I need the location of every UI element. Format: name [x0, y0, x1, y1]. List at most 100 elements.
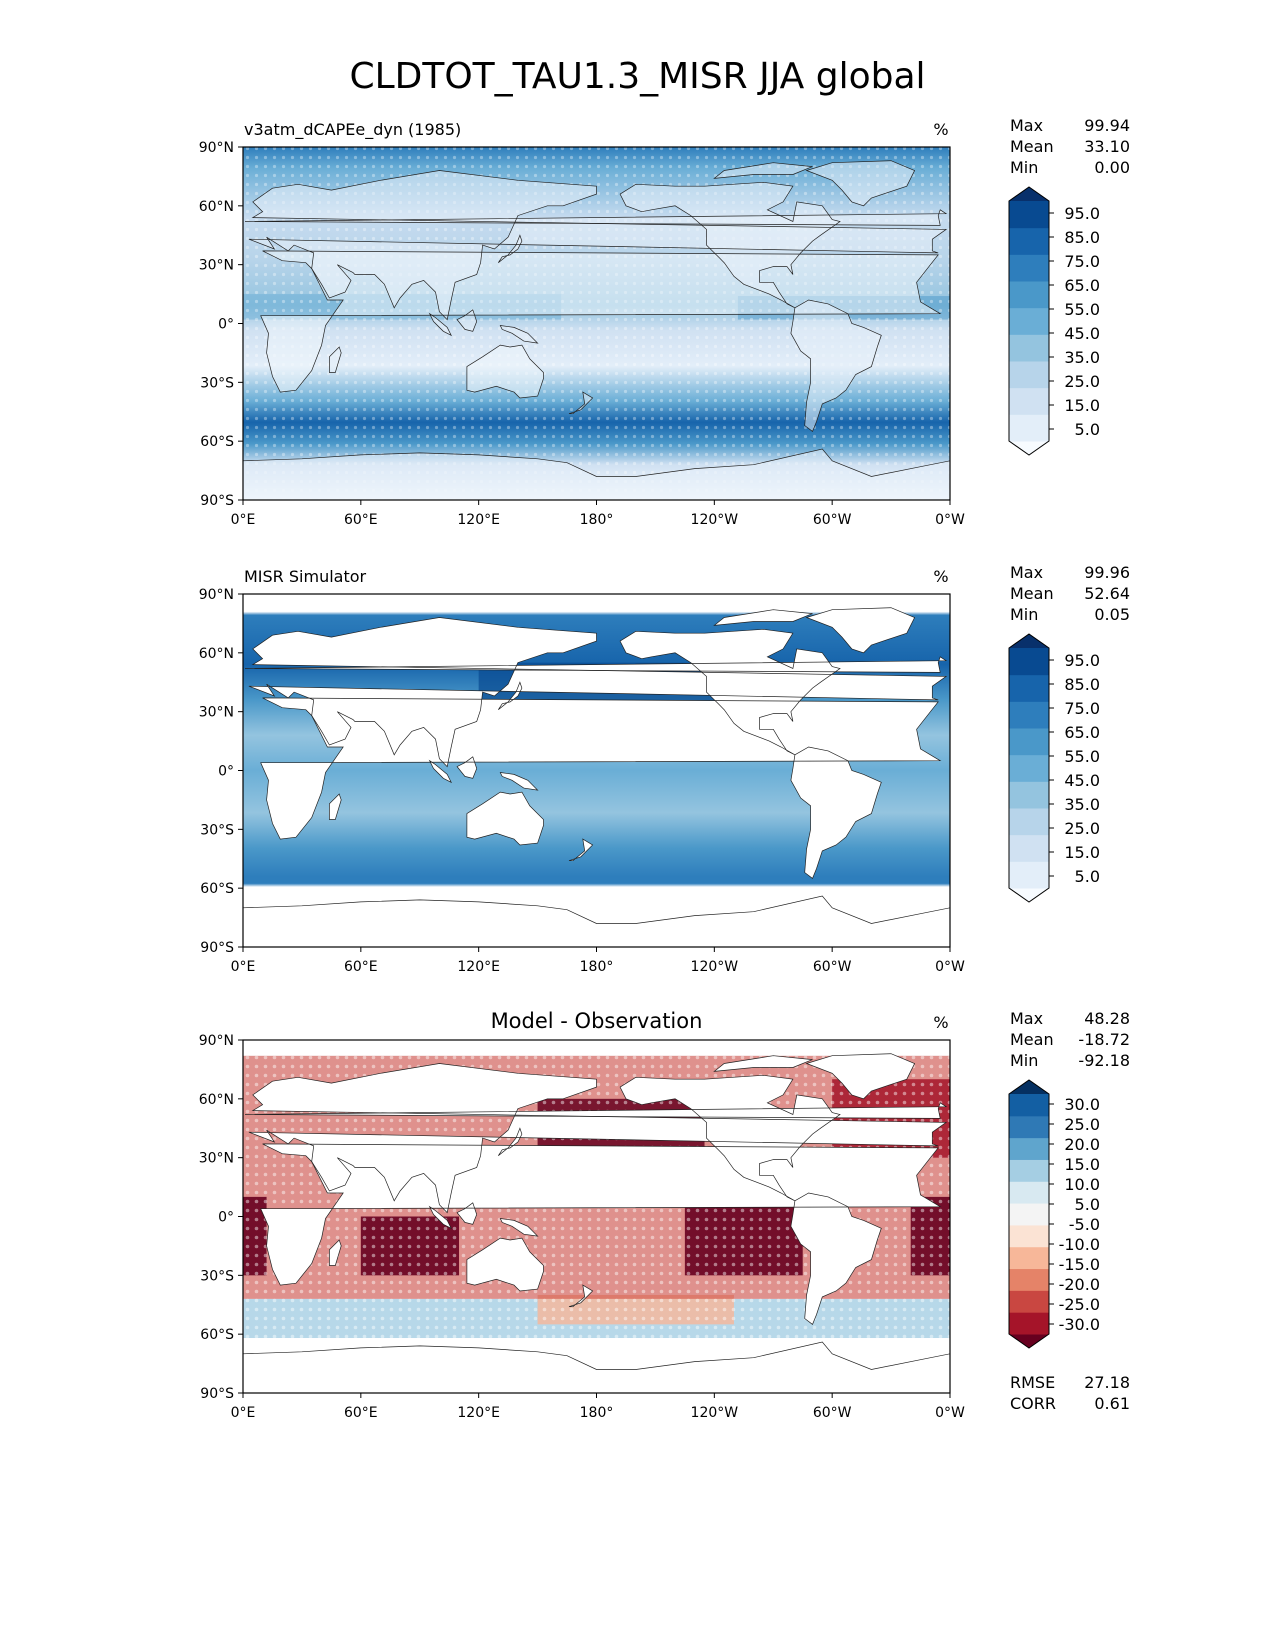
stat-name: Mean [1010, 584, 1054, 603]
lat-tick-label: 90°N [199, 1033, 234, 1049]
colorbar-label: 5.0 [1075, 1195, 1100, 1214]
lat-tick-label: 60°S [200, 434, 234, 450]
colorbar-bin [1009, 334, 1049, 362]
units-label: % [933, 567, 948, 586]
coastline-borneo [456, 756, 478, 779]
colorbar-bin [1009, 361, 1049, 389]
metric-value: 27.18 [1084, 1373, 1130, 1392]
coastline-sumatra [428, 759, 452, 784]
lat-tick-label: 30°N [199, 258, 234, 274]
colorbar-bin [1009, 861, 1049, 889]
colorbar-bin [1009, 648, 1049, 676]
colorbar-bin [1009, 808, 1049, 836]
colorbar-bin [1009, 307, 1049, 335]
panel-title: v3atm_dCAPEe_dyn (1985) [244, 120, 461, 140]
lat-tick-label: 60°S [200, 881, 234, 897]
lon-tick-label: 120°E [457, 512, 500, 528]
map-panel-3: 90°N 60°N 30°N 0° 30°S 60°S 90°S 0°E 60°E 120°E 18… [199, 1009, 1130, 1421]
colorbar-bin [1009, 227, 1049, 255]
colorbar-label: 75.0 [1064, 252, 1100, 271]
lat-tick-label: 60°N [199, 1092, 234, 1108]
lon-tick-label: 0°E [231, 959, 256, 975]
stat-name: Mean [1010, 1030, 1054, 1049]
colorbar-label: 25.0 [1064, 372, 1100, 391]
colorbar-label: -30.0 [1059, 1315, 1100, 1334]
lon-tick-label: 60°W [813, 1405, 852, 1421]
colorbar-extend-low [1009, 441, 1049, 455]
colorbar-bin [1009, 387, 1049, 415]
lon-tick-label: 180° [580, 512, 614, 528]
colorbar-outline [1008, 186, 1050, 456]
lat-tick-label: 90°N [199, 587, 234, 603]
coastline-antarctica [243, 448, 950, 500]
lon-tick-label: 120°E [457, 1405, 500, 1421]
colorbar-label: 25.0 [1064, 1115, 1100, 1134]
coastline-sumatra [428, 312, 452, 337]
lat-tick-label: 60°N [199, 199, 234, 215]
coastline-japan [498, 681, 523, 710]
colorbar-label: -5.0 [1069, 1215, 1100, 1234]
lat-tick-label: 90°S [200, 493, 234, 509]
colorbar-bin [1009, 1159, 1049, 1182]
lon-tick-label: 0°E [231, 512, 256, 528]
coastline-arctic_isles [713, 609, 813, 626]
colorbar-bin [1009, 728, 1049, 756]
stat-name: Min [1010, 1051, 1038, 1070]
stat-name: Max [1010, 116, 1043, 135]
coastline-australia [466, 1237, 544, 1292]
coastline-newzealand [568, 1284, 594, 1308]
lon-tick-label: 120°W [691, 1405, 739, 1421]
coastline-borneo [456, 309, 478, 332]
colorbar-bin [1009, 1203, 1049, 1226]
map-panel-1: 90°N 60°N 30°N 0° 30°S 60°S 90°S 0°E 60°E 120°E 18… [199, 116, 1130, 528]
coastline-madagascar [329, 1239, 342, 1266]
stat-value: 0.00 [1094, 158, 1130, 177]
coastline-uk [244, 209, 948, 226]
coastline-borneo [456, 1202, 478, 1225]
colorbar-label: -15.0 [1059, 1255, 1100, 1274]
colorbar-bin [1009, 201, 1049, 229]
colorbar-label: 15.0 [1064, 843, 1100, 862]
colorbar-bin [1009, 254, 1049, 282]
colorbar-bin [1009, 1246, 1049, 1270]
colorbar-extend-high [1009, 1080, 1049, 1094]
colorbar-bin [1009, 701, 1049, 729]
lat-tick-label: 60°S [200, 1327, 234, 1343]
lat-tick-label: 30°N [199, 1151, 234, 1167]
colorbar-extend-high [1009, 634, 1049, 648]
coastline-madagascar [329, 346, 342, 373]
lat-tick-label: 0° [218, 1210, 234, 1226]
map-panel-2: 90°N 60°N 30°N 0° 30°S 60°S 90°S 0°E 60°E 120°E 18… [199, 563, 1130, 975]
units-label: % [933, 120, 948, 139]
colorbar-label: 95.0 [1064, 204, 1100, 223]
coastline-arctic_isles [713, 1055, 813, 1072]
colorbar-bin [1009, 1312, 1049, 1335]
lat-tick-label: 90°S [200, 940, 234, 956]
colorbar-bin [1009, 1181, 1049, 1204]
lat-tick-label: 90°S [200, 1386, 234, 1402]
colorbar-label: 35.0 [1064, 795, 1100, 814]
coastline-eurasia [248, 1063, 948, 1214]
lon-tick-label: 180° [580, 959, 614, 975]
metric-name: RMSE [1010, 1373, 1055, 1392]
colorbar-extend-high [1009, 187, 1049, 201]
coastline-southamerica [790, 1192, 882, 1325]
colorbar-bin [1009, 281, 1049, 309]
colorbar-bin [1009, 781, 1049, 809]
stat-name: Mean [1010, 137, 1054, 156]
lon-tick-label: 60°W [813, 959, 852, 975]
colorbar-label: 10.0 [1064, 1175, 1100, 1194]
lat-tick-label: 0° [218, 764, 234, 780]
colorbar-label: 15.0 [1064, 1155, 1100, 1174]
coastline-madagascar [329, 793, 342, 820]
panel-title: Model - Observation [491, 1009, 703, 1033]
lat-tick-label: 30°S [200, 375, 234, 391]
coastline-arctic_isles [713, 162, 813, 179]
lon-tick-label: 120°W [691, 512, 739, 528]
colorbar-label: 65.0 [1064, 723, 1100, 742]
lat-tick-label: 30°N [199, 705, 234, 721]
stat-name: Min [1010, 158, 1038, 177]
lon-tick-label: 60°E [344, 959, 378, 975]
stat-value: 48.28 [1084, 1009, 1130, 1028]
